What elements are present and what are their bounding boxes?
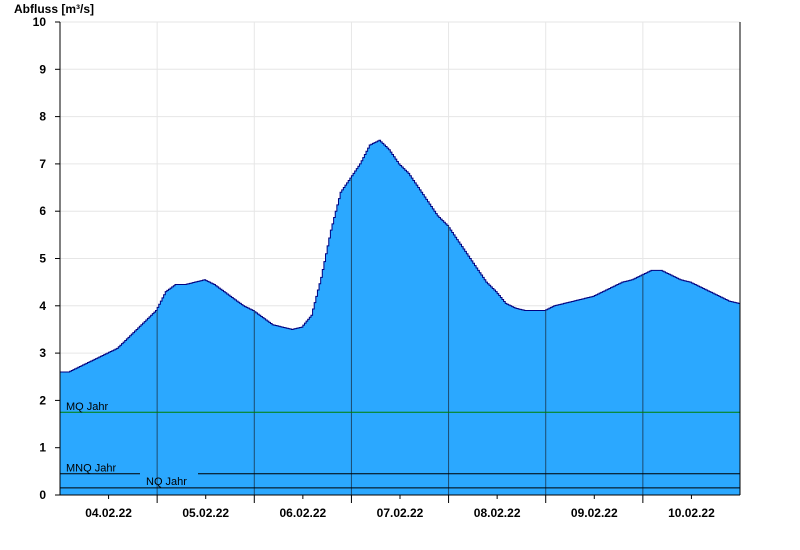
x-tick-label: 04.02.22 (85, 506, 132, 520)
x-tick-label: 08.02.22 (474, 506, 521, 520)
y-tick-label: 7 (39, 157, 46, 171)
y-tick-label: 3 (39, 346, 46, 360)
y-tick-label: 9 (39, 62, 46, 76)
tick-labels-layer: 0 1 2 3 4 5 6 7 8 9 10 04.02.22 05.02.22 06.02.22 07.0… (33, 15, 715, 520)
day-lines-layer (156, 178, 644, 495)
area-layer (60, 139, 740, 495)
y-tick-label: 5 (39, 252, 46, 266)
discharge-line (60, 139, 740, 373)
y-tick-label: 4 (39, 299, 46, 313)
y-tick-label: 10 (33, 15, 47, 29)
ref-line-label: NQ Jahr (146, 476, 187, 488)
x-tick-label: 05.02.22 (182, 506, 229, 520)
reference-lines-layer: MQ Jahr MNQ Jahr NQ Jahr (60, 401, 740, 489)
x-tick-label: 06.02.22 (279, 506, 326, 520)
discharge-area (60, 140, 740, 495)
x-tick-label: 09.02.22 (571, 506, 618, 520)
y-axis-label: Abfluss [m³/s] (14, 2, 94, 16)
y-tick-label: 6 (39, 204, 46, 218)
y-tick-label: 2 (39, 393, 46, 407)
axes-layer (55, 21, 741, 503)
x-tick-label: 07.02.22 (377, 506, 424, 520)
y-tick-label: 8 (39, 110, 46, 124)
ref-line-label: MQ Jahr (66, 401, 109, 413)
y-tick-label: 0 (39, 488, 46, 502)
y-tick-label: 1 (39, 441, 46, 455)
x-tick-label: 10.02.22 (668, 506, 715, 520)
ref-line-label: MNQ Jahr (66, 463, 116, 475)
